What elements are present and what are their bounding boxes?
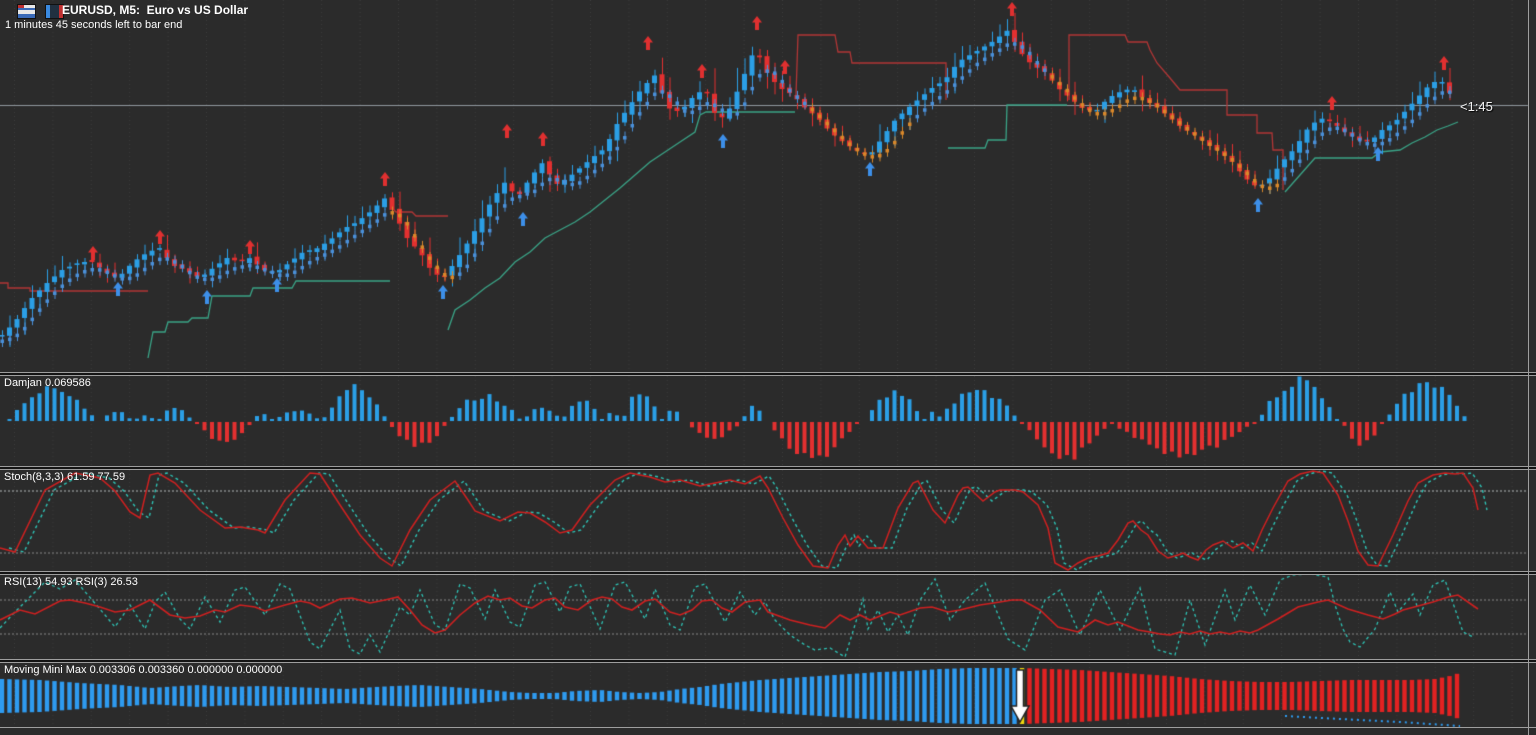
current-price-countdown-tag: <1:45 xyxy=(1460,99,1493,114)
damjan-indicator-label: Damjan 0.069586 xyxy=(4,377,91,389)
stoch-indicator-label: Stoch(8,3,3) 61.59 77.59 xyxy=(4,471,126,483)
bar-countdown-text: 1 minutes 45 seconds left to bar end xyxy=(5,19,183,31)
panel-separator-main-damjan[interactable] xyxy=(0,372,1536,376)
bar-chart-icon xyxy=(45,4,64,19)
ledger-icon xyxy=(17,4,36,19)
rsi-indicator-label: RSI(13) 54.93 RSI(3) 26.53 xyxy=(4,576,138,588)
chart-right-border xyxy=(1528,0,1529,735)
panel-separator-stoch-rsi[interactable] xyxy=(0,571,1536,575)
time-axis-strip[interactable] xyxy=(0,727,1536,735)
panel-separator-damjan-stoch[interactable] xyxy=(0,466,1536,470)
symbol-title: EURUSD, M5: Euro vs US Dollar xyxy=(62,3,249,17)
minimax-indicator-label: Moving Mini Max 0.003306 0.003360 0.0000… xyxy=(4,664,283,676)
panel-separator-rsi-minimax[interactable] xyxy=(0,659,1536,663)
